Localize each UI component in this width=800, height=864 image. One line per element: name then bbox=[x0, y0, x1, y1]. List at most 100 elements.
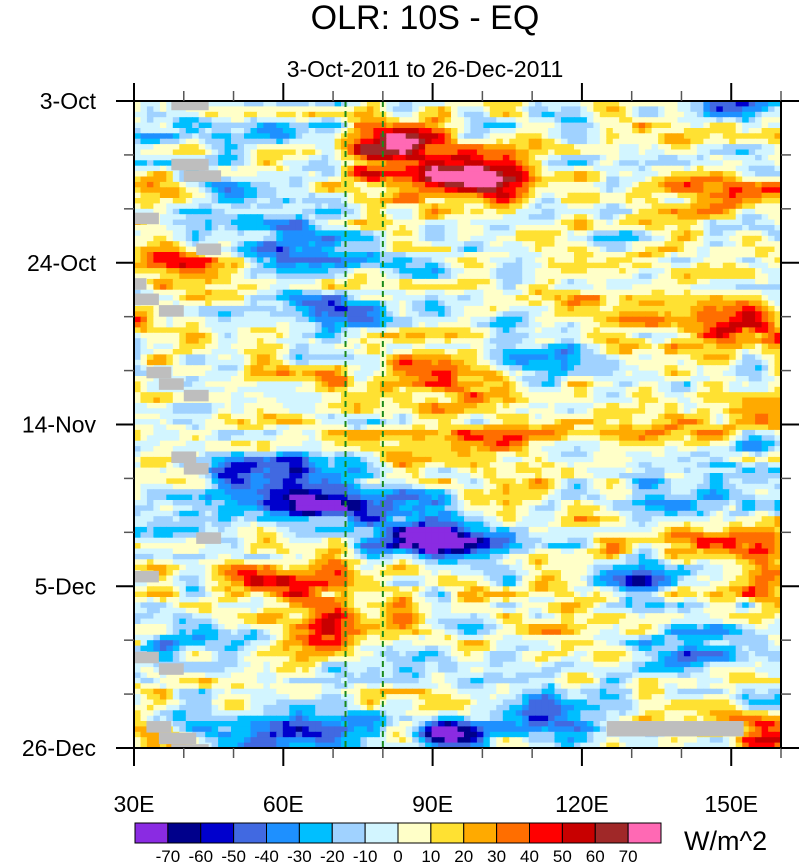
field-cell bbox=[211, 198, 219, 204]
field-cell bbox=[658, 198, 666, 204]
field-cell bbox=[412, 322, 420, 329]
field-cell bbox=[709, 241, 717, 248]
field-cell bbox=[379, 176, 387, 183]
field-cell bbox=[256, 198, 264, 204]
field-cell bbox=[548, 122, 556, 129]
field-cell bbox=[412, 273, 420, 280]
field-cell bbox=[768, 235, 776, 242]
field-cell bbox=[159, 171, 167, 178]
field-cell bbox=[515, 278, 523, 285]
field-cell bbox=[295, 262, 303, 269]
field-cell bbox=[185, 192, 193, 199]
field-cell bbox=[755, 327, 763, 334]
field-cell bbox=[690, 187, 698, 194]
field-cell bbox=[224, 278, 232, 285]
field-cell bbox=[509, 365, 517, 372]
field-cell bbox=[347, 365, 355, 372]
field-cell bbox=[302, 327, 310, 334]
field-cell bbox=[153, 338, 161, 345]
field-cell bbox=[606, 278, 614, 285]
field-cell bbox=[528, 289, 536, 296]
field-cell bbox=[580, 181, 588, 188]
field-cell bbox=[528, 203, 536, 210]
field-cell bbox=[567, 208, 575, 215]
field-cell bbox=[172, 295, 180, 302]
field-cell bbox=[412, 192, 420, 199]
field-cell bbox=[302, 300, 310, 307]
field-cell bbox=[192, 273, 200, 280]
field-cell bbox=[373, 305, 381, 312]
field-cell bbox=[729, 149, 737, 156]
field-cell bbox=[638, 219, 646, 226]
field-cell bbox=[742, 322, 750, 329]
field-cell bbox=[334, 354, 342, 361]
field-cell bbox=[638, 343, 646, 350]
field-cell bbox=[231, 332, 239, 339]
field-cell bbox=[451, 165, 459, 172]
field-cell bbox=[664, 122, 672, 129]
field-cell bbox=[612, 359, 620, 366]
field-cell bbox=[153, 349, 161, 355]
field-cell bbox=[774, 101, 782, 107]
field-cell bbox=[567, 219, 575, 226]
field-cell bbox=[645, 117, 653, 124]
field-cell bbox=[211, 332, 219, 339]
field-cell bbox=[522, 354, 530, 361]
field-cell bbox=[153, 181, 161, 188]
field-cell bbox=[444, 181, 452, 188]
field-cell bbox=[269, 160, 277, 167]
field-cell bbox=[418, 138, 426, 145]
field-cell bbox=[250, 165, 258, 172]
field-cell bbox=[321, 246, 329, 253]
field-cell bbox=[198, 278, 206, 285]
field-cell bbox=[651, 230, 659, 237]
field-cell bbox=[509, 198, 517, 204]
field-cell bbox=[593, 171, 601, 178]
field-cell bbox=[729, 160, 737, 167]
field-cell bbox=[244, 327, 252, 334]
field-cell bbox=[237, 128, 245, 134]
field-cell bbox=[619, 230, 627, 237]
field-cell bbox=[522, 268, 530, 275]
field-cell bbox=[263, 176, 271, 183]
field-cell bbox=[612, 316, 620, 323]
field-cell bbox=[476, 332, 484, 339]
field-cell bbox=[224, 268, 232, 275]
field-cell bbox=[276, 349, 284, 355]
field-cell bbox=[289, 160, 297, 167]
field-cell bbox=[709, 160, 717, 167]
field-cell bbox=[703, 278, 711, 285]
field-cell bbox=[405, 273, 413, 280]
field-cell bbox=[664, 273, 672, 280]
field-cell bbox=[768, 144, 776, 151]
field-cell bbox=[735, 165, 743, 172]
field-cell bbox=[464, 235, 472, 242]
field-cell bbox=[282, 111, 290, 118]
field-cell bbox=[567, 225, 575, 231]
field-cell bbox=[392, 311, 400, 318]
field-cell bbox=[567, 187, 575, 194]
field-cell bbox=[282, 343, 290, 350]
field-cell bbox=[366, 278, 374, 285]
field-cell bbox=[761, 311, 769, 318]
field-cell bbox=[586, 311, 594, 318]
field-cell bbox=[295, 354, 303, 361]
field-cell bbox=[218, 273, 226, 280]
field-cell bbox=[192, 208, 200, 215]
field-cell bbox=[593, 144, 601, 151]
field-cell bbox=[761, 316, 769, 323]
field-cell bbox=[638, 187, 646, 194]
field-cell bbox=[425, 133, 433, 140]
field-cell bbox=[431, 252, 439, 258]
field-cell bbox=[198, 198, 206, 204]
field-cell bbox=[522, 327, 530, 334]
field-cell bbox=[658, 284, 666, 291]
field-cell bbox=[218, 349, 226, 355]
field-cell bbox=[159, 230, 167, 237]
field-cell bbox=[438, 268, 446, 275]
field-cell bbox=[768, 128, 776, 134]
field-cell bbox=[651, 354, 659, 361]
field-cell bbox=[671, 225, 679, 231]
field-cell bbox=[677, 203, 685, 210]
field-cell bbox=[282, 322, 290, 329]
